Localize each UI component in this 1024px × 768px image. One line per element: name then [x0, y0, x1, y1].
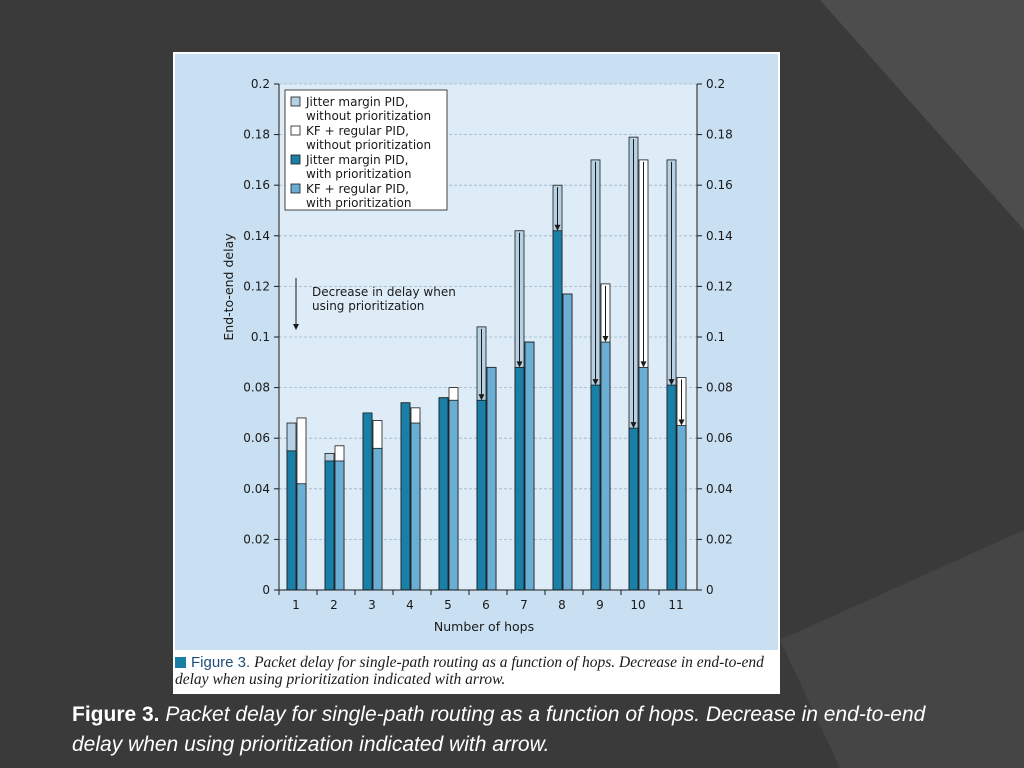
caption-label: Figure 3.: [191, 654, 251, 671]
bar-with-prioritization: [628, 427, 639, 591]
x-tick-label: 2: [330, 598, 338, 612]
right-y-tick-label: 0.06: [706, 431, 733, 445]
y-tick-label: 0.2: [251, 77, 270, 91]
figure-panel: 0 0 0.02 0.02 0.04 0.04 0.06 0.06 0.08 0.08 0.1 0.1…: [173, 52, 780, 694]
slide-decor-shape-bottom: [780, 530, 1024, 768]
y-tick-label: 0.02: [243, 532, 270, 546]
x-tick-label: 10: [630, 598, 645, 612]
legend-swatch: [290, 125, 301, 136]
y-tick-label: 0: [262, 583, 270, 597]
y-tick-label: 0.04: [243, 482, 270, 496]
x-tick-label: 8: [558, 598, 566, 612]
x-tick-label: 4: [406, 598, 414, 612]
legend-box: [284, 89, 448, 211]
annotation-text: Decrease in delay when: [312, 285, 456, 299]
right-y-tick-label: 0.12: [706, 279, 733, 293]
x-tick-label: 3: [368, 598, 376, 612]
decrease-arrow-head: [668, 379, 675, 386]
slide-caption-label: Figure 3.: [72, 703, 160, 726]
x-axis-label: Number of hops: [434, 619, 534, 634]
figure-caption: Figure 3. Packet delay for single-path r…: [175, 654, 778, 688]
legend: Jitter margin PID,without prioritization…: [284, 89, 448, 211]
bar-with-prioritization: [676, 425, 687, 591]
bar-with-prioritization: [552, 230, 563, 591]
right-y-tick-label: 0.1: [706, 330, 725, 344]
right-y-tick-label: 0.18: [706, 128, 733, 142]
legend-label: with prioritization: [306, 196, 411, 210]
bar-with-prioritization: [524, 341, 535, 591]
y-axis-label: End-to-end delay: [221, 233, 236, 341]
bar-with-prioritization: [286, 450, 297, 591]
x-tick-label: 6: [482, 598, 490, 612]
legend-label: KF + regular PID,: [306, 124, 409, 138]
slide-caption-text: Packet delay for single-path routing as …: [72, 703, 926, 756]
right-y-tick-label: 0.16: [706, 178, 733, 192]
bar-with-prioritization: [334, 460, 345, 591]
caption-text: Packet delay for single-path routing as …: [175, 654, 764, 688]
bar-with-prioritization: [514, 366, 525, 591]
bar-with-prioritization: [486, 366, 497, 591]
slide-caption: Figure 3. Packet delay for single-path r…: [72, 700, 972, 760]
y-tick-label: 0.16: [243, 178, 270, 192]
decrease-arrow-head: [602, 336, 609, 343]
bar-with-prioritization: [666, 384, 677, 591]
bar-with-prioritization: [448, 399, 459, 591]
bar-with-prioritization: [410, 422, 421, 591]
y-tick-label: 0.18: [243, 128, 270, 142]
bar-with-prioritization: [400, 402, 411, 591]
bars: [286, 136, 687, 591]
y-tick-label: 0.1: [251, 330, 270, 344]
legend-label: without prioritization: [306, 109, 431, 123]
bar-with-prioritization: [372, 447, 383, 591]
legend-label: with prioritization: [306, 167, 411, 181]
legend-label: Jitter margin PID,: [305, 153, 408, 167]
bar-with-prioritization: [296, 483, 307, 591]
legend-label: Jitter margin PID,: [305, 95, 408, 109]
decrease-arrow-head: [478, 394, 485, 401]
slide-decor-shape-top: [820, 0, 1024, 230]
decrease-arrow-head: [678, 419, 685, 426]
bar-with-prioritization: [600, 341, 611, 591]
bar-with-prioritization: [476, 399, 487, 591]
annotation-arrow-head: [293, 324, 299, 330]
y-tick-label: 0.14: [243, 229, 270, 243]
right-y-tick-label: 0.04: [706, 482, 733, 496]
caption-square-icon: [175, 657, 186, 668]
right-y-tick-label: 0: [706, 583, 714, 597]
bar-with-prioritization: [438, 397, 449, 591]
decrease-arrow-head: [592, 379, 599, 386]
right-y-tick-label: 0.08: [706, 381, 733, 395]
axes: 0 0 0.02 0.02 0.04 0.04 0.06 0.06 0.08 0.08 0.1 0.1…: [221, 77, 733, 634]
bar-with-prioritization: [590, 384, 601, 591]
legend-label: without prioritization: [306, 138, 431, 152]
x-tick-label: 5: [444, 598, 452, 612]
legend-swatch: [290, 183, 301, 194]
x-tick-label: 7: [520, 598, 528, 612]
x-tick-label: 9: [596, 598, 604, 612]
right-y-tick-label: 0.14: [706, 229, 733, 243]
decrease-arrows: [478, 139, 685, 429]
annotation-text: using prioritization: [312, 299, 424, 313]
x-tick-label: 11: [668, 598, 683, 612]
bar-with-prioritization: [324, 460, 335, 591]
decrease-arrow-head: [630, 422, 637, 429]
decrease-arrow-head: [554, 224, 561, 231]
right-y-tick-label: 0.2: [706, 77, 725, 91]
decrease-arrow-head: [640, 361, 647, 368]
bar-with-prioritization: [638, 366, 649, 591]
y-tick-label: 0.06: [243, 431, 270, 445]
x-tick-label: 1: [292, 598, 300, 612]
legend-swatch: [290, 154, 301, 165]
bar-with-prioritization: [362, 412, 373, 591]
bar-with-prioritization: [562, 293, 573, 591]
legend-swatch: [290, 96, 301, 107]
right-y-tick-label: 0.02: [706, 532, 733, 546]
y-tick-label: 0.12: [243, 279, 270, 293]
legend-label: KF + regular PID,: [306, 182, 409, 196]
y-tick-label: 0.08: [243, 381, 270, 395]
delay-chart: 0 0 0.02 0.02 0.04 0.04 0.06 0.06 0.08 0.08 0.1 0.1…: [175, 54, 778, 650]
decrease-arrow-head: [516, 361, 523, 368]
